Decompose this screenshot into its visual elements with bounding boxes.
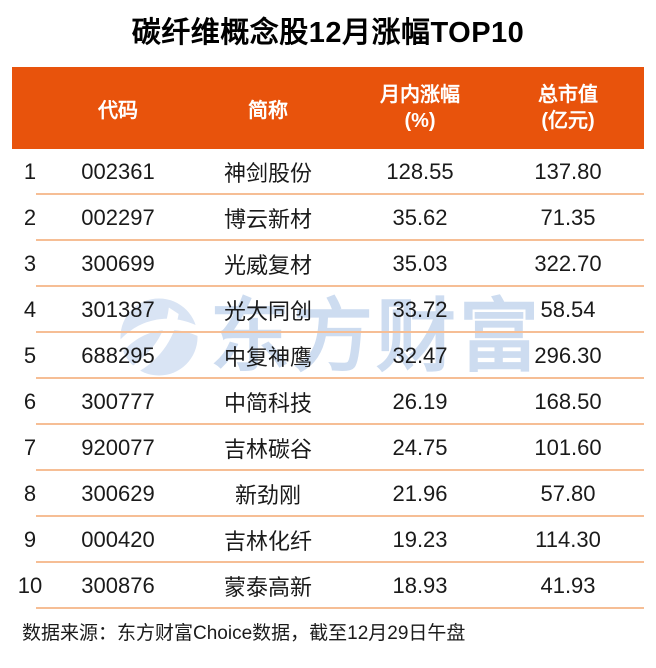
cell-rank: 1 [23, 159, 37, 184]
cell-gain: 18.93 [392, 573, 448, 598]
cell-mcap: 41.93 [540, 573, 596, 598]
cell-mcap: 296.30 [534, 343, 602, 368]
cell-rank: 9 [23, 527, 37, 552]
table-row: 3 300699 光威复材 35.03 322.70 [12, 241, 644, 287]
cell-code: 300629 [81, 481, 155, 506]
cell-name: 光大同创 [223, 299, 312, 324]
cell-name: 吉林化纤 [223, 529, 312, 554]
cell-name: 神剑股份 [223, 161, 312, 186]
cell-mcap: 57.80 [540, 481, 596, 506]
cell-rank: 2 [23, 205, 37, 230]
cell-code: 688295 [81, 343, 155, 368]
cell-gain: 35.62 [392, 205, 448, 230]
cell-code: 002361 [81, 159, 155, 184]
table-row: 8 300629 新劲刚 21.96 57.80 [12, 471, 644, 517]
cell-gain: 24.75 [392, 435, 448, 460]
cell-mcap: 58.54 [540, 297, 596, 322]
cell-code: 300777 [81, 389, 155, 414]
table-row: 4 301387 光大同创 33.72 58.54 [12, 287, 644, 333]
header-mcap-line2: (亿元) [541, 110, 595, 132]
cell-rank: 8 [23, 481, 37, 506]
cell-rank: 4 [23, 297, 37, 322]
cell-name: 光威复材 [223, 253, 312, 278]
header-name: 简称 [248, 99, 288, 122]
cell-name: 蒙泰高新 [223, 575, 312, 600]
cell-gain: 26.19 [392, 389, 448, 414]
cell-code: 301387 [81, 297, 155, 322]
source-note: 数据来源：东方财富Choice数据，截至12月29日午盘 [22, 623, 466, 644]
cell-rank: 10 [17, 573, 43, 598]
table-row: 6 300777 中简科技 26.19 168.50 [12, 379, 644, 425]
cell-mcap: 114.30 [535, 527, 601, 552]
cell-mcap: 322.70 [534, 251, 602, 276]
cell-code: 300699 [81, 251, 155, 276]
cell-code: 300876 [81, 573, 155, 598]
header-gain-line1: 月内涨幅 [380, 84, 460, 106]
table-header-row: 代码 简称 月内涨幅 (%) 总市值 (亿元) [12, 67, 644, 149]
table-row: 2 002297 博云新材 35.62 71.35 [12, 195, 644, 241]
cell-name: 新劲刚 [234, 483, 301, 508]
cell-name: 中复神鹰 [223, 345, 312, 370]
cell-mcap: 71.35 [540, 205, 596, 230]
header-mcap: 总市值 (亿元) [492, 82, 644, 134]
table-row: 5 688295 中复神鹰 32.47 296.30 [12, 333, 644, 379]
cell-rank: 3 [23, 251, 37, 276]
cell-gain: 128.55 [386, 159, 454, 184]
cell-gain: 21.96 [392, 481, 448, 506]
cell-gain: 33.72 [392, 297, 448, 322]
cell-code: 000420 [81, 527, 155, 552]
table-row: 9 000420 吉林化纤 19.23 114.30 [12, 517, 644, 563]
cell-mcap: 137.80 [534, 159, 602, 184]
table-row: 1 002361 神剑股份 128.55 137.80 [12, 149, 644, 195]
cell-mcap: 168.50 [534, 389, 602, 414]
header-mcap-line1: 总市值 [538, 84, 598, 106]
table-row: 7 920077 吉林碳谷 24.75 101.60 [12, 425, 644, 471]
cell-rank: 7 [23, 435, 37, 460]
cell-code: 920077 [81, 435, 155, 460]
cell-gain: 35.03 [392, 251, 448, 276]
cell-gain: 19.23 [392, 527, 448, 552]
header-gain: 月内涨幅 (%) [348, 82, 492, 134]
table-row: 10 300876 蒙泰高新 18.93 41.93 [12, 563, 644, 609]
header-code: 代码 [98, 99, 138, 122]
cell-mcap: 101.60 [534, 435, 602, 460]
cell-name: 中简科技 [223, 391, 312, 416]
cell-gain: 32.47 [392, 343, 448, 368]
cell-rank: 5 [23, 343, 37, 368]
cell-rank: 6 [23, 389, 37, 414]
cell-name: 吉林碳谷 [223, 437, 312, 462]
stock-table: 代码 简称 月内涨幅 (%) 总市值 (亿元) 1 002361 神剑股份 12… [12, 67, 644, 609]
cell-name: 博云新材 [223, 207, 312, 232]
cell-code: 002297 [81, 205, 155, 230]
header-gain-line2: (%) [404, 110, 436, 132]
page-title: 碳纤维概念股12月涨幅TOP10 [131, 17, 525, 49]
